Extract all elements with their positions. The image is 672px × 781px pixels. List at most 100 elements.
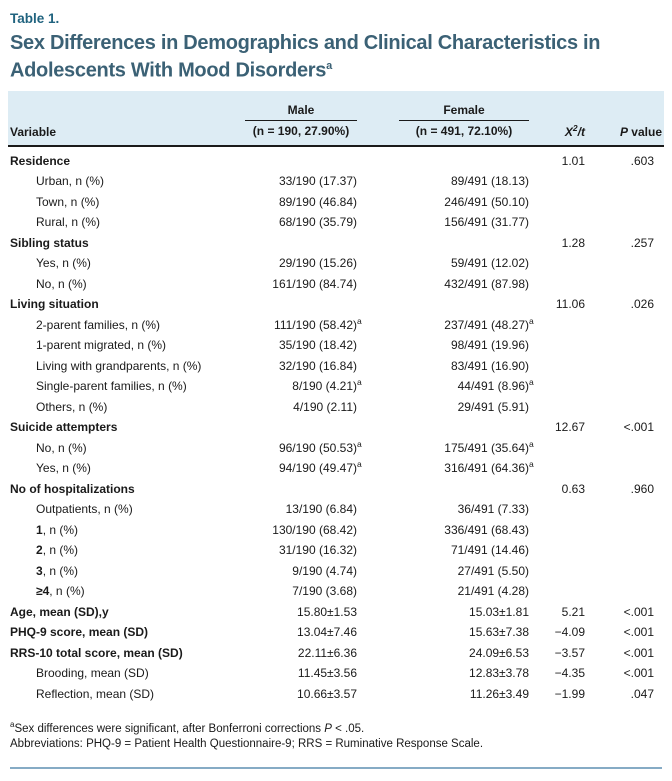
cell-male: 13.04±7.46 <box>297 625 357 640</box>
cell-variable: Outpatients, n (%) <box>36 502 133 517</box>
column-header-variable: Variable <box>8 90 245 146</box>
cell-male <box>245 479 369 500</box>
cell-variable: Urban, n (%) <box>36 174 105 189</box>
footnote-significance: aSex differences were significant, after… <box>10 720 365 735</box>
cell-female: 15.03±1.81 <box>469 604 529 619</box>
cell-chi-square-t <box>541 274 593 295</box>
cell-variable: Reflection, mean (SD) <box>36 686 155 701</box>
cell-chi-square-t <box>541 397 593 418</box>
table-row: 1-parent migrated, n (%) 35/190 (18.42) 98… <box>8 335 664 356</box>
cell-chi-square-t: 5.21 <box>561 604 585 619</box>
table-row: Brooding, mean (SD) 11.45±3.56 12.83±3.78 −… <box>8 663 664 684</box>
cell-p-value <box>593 376 664 397</box>
cell-male: 8/190 (4.21)a <box>292 377 362 394</box>
cell-female: 44/491 (8.96)a <box>457 377 534 394</box>
cell-chi-square-t: 1.28 <box>561 235 585 250</box>
cell-male: 96/190 (50.53)a <box>278 438 362 455</box>
cell-p-value <box>593 520 664 541</box>
table-title-footnote-marker: a <box>326 60 332 72</box>
cell-male: 32/190 (16.84) <box>278 358 357 373</box>
cell-p-value: .257 <box>630 235 654 250</box>
cell-p-value: .026 <box>630 297 654 312</box>
cell-female: 175/491 (35.64)a <box>444 438 534 455</box>
table-row: No of hospitalizations 0.63 .960 <box>8 479 664 500</box>
cell-chi-square-t <box>541 520 593 541</box>
cell-male: 68/190 (35.79) <box>278 215 357 230</box>
cell-p-value: <.001 <box>623 604 654 619</box>
cell-p-value <box>593 561 664 582</box>
table-row: Urban, n (%) 33/190 (17.37) 89/491 (18.13) <box>8 171 664 192</box>
cell-male <box>245 417 369 438</box>
cell-male <box>245 294 369 315</box>
table-row: Suicide attempters 12.67 <.001 <box>8 417 664 438</box>
cell-p-value: <.001 <box>623 645 654 660</box>
cell-variable: Yes, n (%) <box>36 461 91 476</box>
cell-female: 36/491 (7.33) <box>457 502 529 517</box>
table-row: Yes, n (%) 29/190 (15.26) 59/491 (12.02) <box>8 253 664 274</box>
table-row: 2-parent families, n (%) 111/190 (58.42)a… <box>8 315 664 336</box>
table-title-text: Sex Differences in Demographics and Clin… <box>10 32 601 82</box>
table-row: Outpatients, n (%) 13/190 (6.84) 36/491 (7… <box>8 499 664 520</box>
table-row: Living with grandparents, n (%) 32/190 (1… <box>8 356 664 377</box>
female-group-rule <box>399 119 529 121</box>
cell-p-value <box>593 438 664 459</box>
cell-variable: RRS-10 total score, mean (SD) <box>10 645 183 660</box>
cell-male: 13/190 (6.84) <box>285 502 357 517</box>
column-header-p-value: P value <box>593 90 664 146</box>
table-row: RRS-10 total score, mean (SD) 22.11±6.36 2… <box>8 643 664 664</box>
cell-female: 89/491 (18.13) <box>450 174 529 189</box>
cell-female <box>369 233 541 254</box>
cell-chi-square-t <box>541 253 593 274</box>
male-group-label: Male <box>287 102 315 117</box>
cell-female: 12.83±3.78 <box>469 666 529 681</box>
cell-male: 89/190 (46.84) <box>278 194 357 209</box>
cell-chi-square-t <box>541 458 593 479</box>
cell-female: 336/491 (68.43) <box>444 522 529 537</box>
cell-chi-square-t <box>541 356 593 377</box>
table-row: No, n (%) 161/190 (84.74) 432/491 (87.98) <box>8 274 664 295</box>
cell-female: 24.09±6.53 <box>469 645 529 660</box>
cell-female <box>369 146 541 172</box>
table-row: Living situation 11.06 .026 <box>8 294 664 315</box>
cell-female: 15.63±7.38 <box>469 625 529 640</box>
cell-p-value <box>593 253 664 274</box>
cell-variable: Others, n (%) <box>36 399 108 414</box>
cell-chi-square-t <box>541 171 593 192</box>
table-row: Rural, n (%) 68/190 (35.79) 156/491 (31.77… <box>8 212 664 233</box>
cell-p-value <box>593 335 664 356</box>
cell-p-value <box>593 315 664 336</box>
cell-female: 71/491 (14.46) <box>450 543 529 558</box>
cell-variable: Suicide attempters <box>10 420 118 435</box>
cell-variable: No, n (%) <box>36 276 87 291</box>
cell-male: 130/190 (68.42) <box>272 522 357 537</box>
cell-variable: Rural, n (%) <box>36 215 101 230</box>
cell-variable: No, n (%) <box>36 440 87 455</box>
cell-chi-square-t <box>541 335 593 356</box>
table-row: Town, n (%) 89/190 (46.84) 246/491 (50.10) <box>8 192 664 213</box>
cell-variable: 1-parent migrated, n (%) <box>36 338 167 353</box>
cell-p-value <box>593 581 664 602</box>
table-row: Others, n (%) 4/190 (2.11) 29/491 (5.91) <box>8 397 664 418</box>
cell-female: 83/491 (16.90) <box>450 358 529 373</box>
cell-female: 11.26±3.49 <box>469 686 529 701</box>
cell-p-value: .047 <box>630 686 654 701</box>
cell-chi-square-t <box>541 581 593 602</box>
cell-female: 432/491 (87.98) <box>444 276 529 291</box>
cell-male: 11.45±3.56 <box>297 666 357 681</box>
male-group-rule <box>245 119 357 121</box>
cell-female: 237/491 (48.27)a <box>444 315 534 332</box>
table-header-row: Variable Male (n = 190, 27.90%) Female (… <box>8 90 664 146</box>
cell-female: 316/491 (64.36)a <box>444 459 534 476</box>
cell-variable: ≥4, n (%) <box>36 584 85 599</box>
cell-chi-square-t <box>541 376 593 397</box>
cell-variable: Age, mean (SD),y <box>10 604 109 619</box>
cell-male <box>245 146 369 172</box>
cell-variable: Town, n (%) <box>36 194 100 209</box>
cell-chi-square-t: 0.63 <box>561 481 585 496</box>
cell-variable: 3, n (%) <box>36 563 79 578</box>
cell-male: 111/190 (58.42)a <box>274 315 362 332</box>
cell-chi-square-t: 1.01 <box>561 153 585 168</box>
cell-male: 161/190 (84.74) <box>272 276 357 291</box>
cell-chi-square-t: 12.67 <box>554 420 585 435</box>
